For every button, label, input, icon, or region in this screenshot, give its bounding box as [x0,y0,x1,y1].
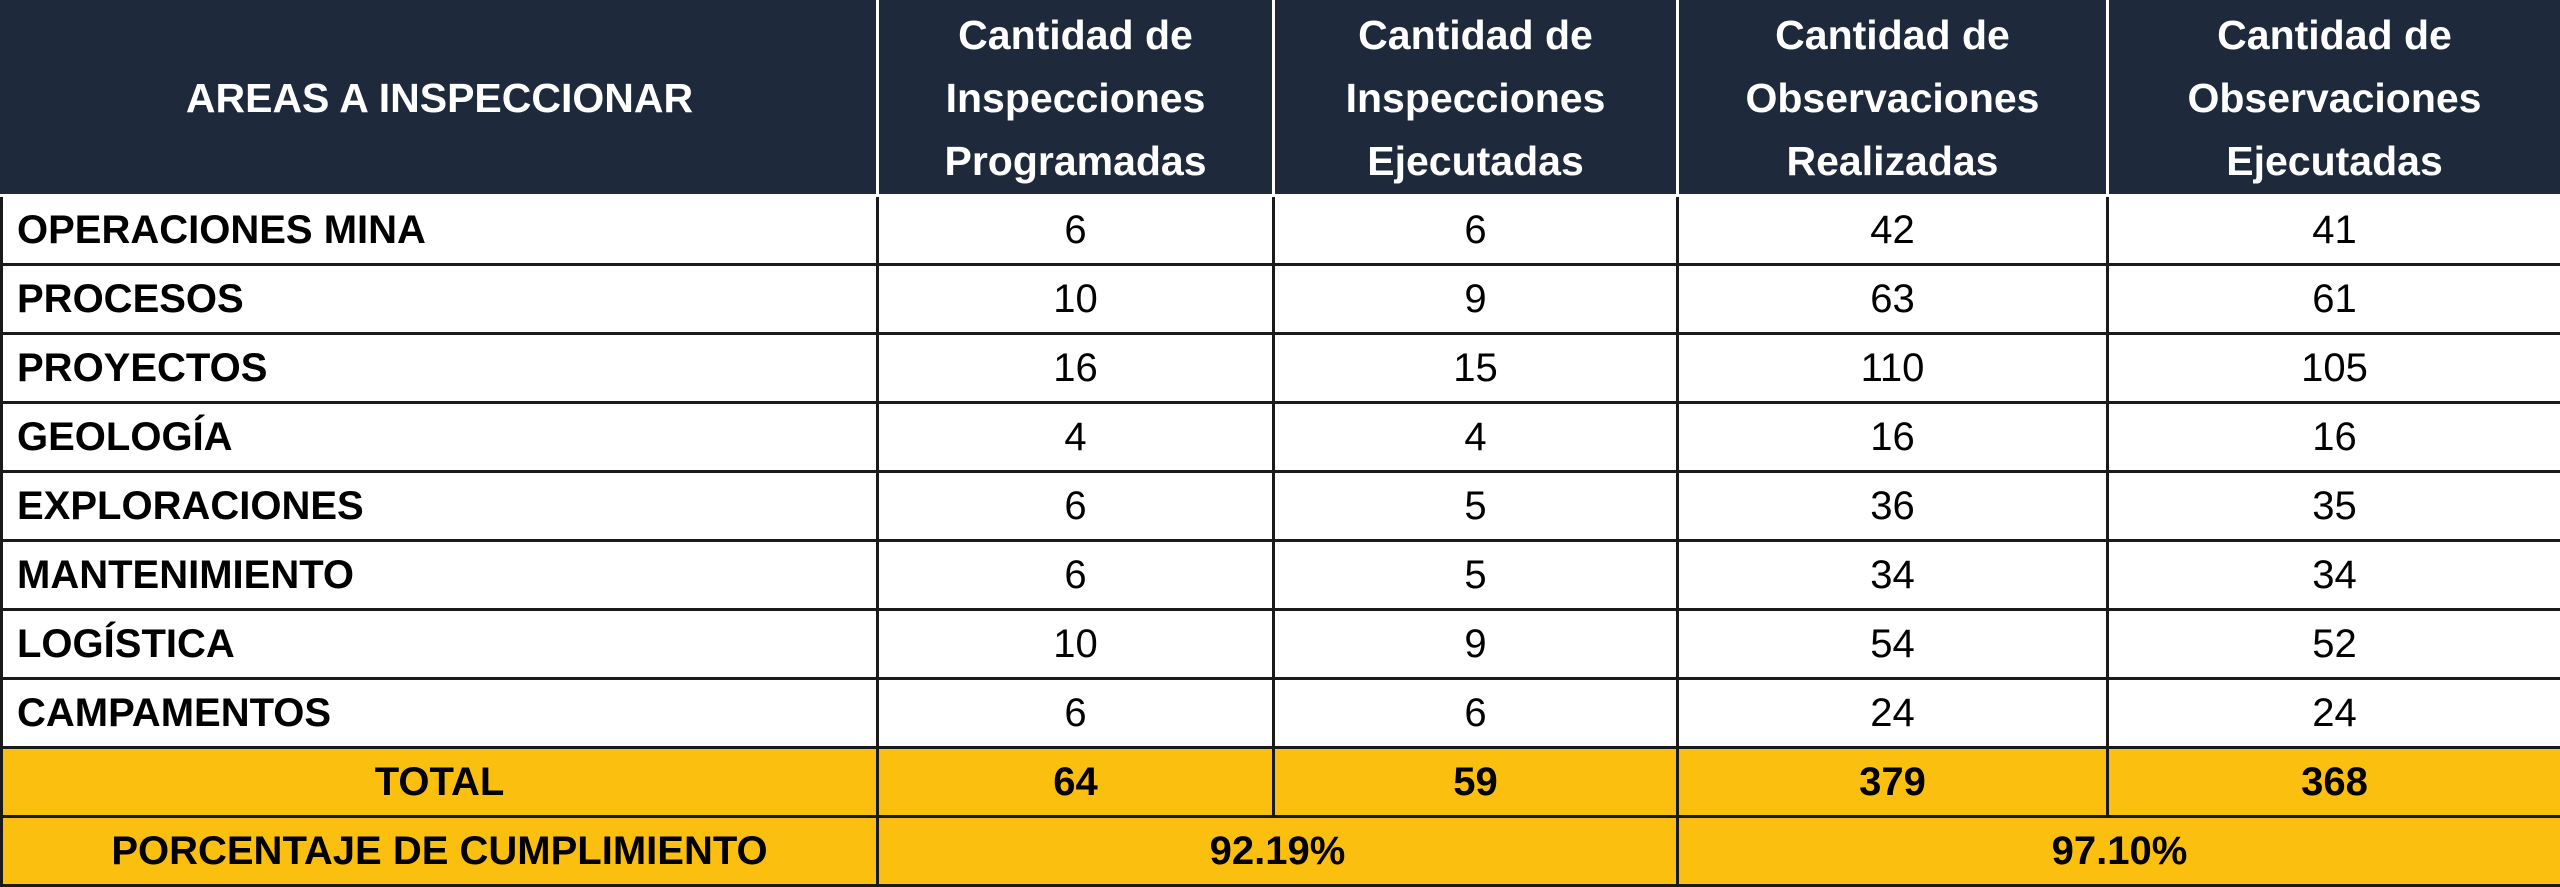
header-line: Cantidad de [2109,4,2560,67]
observations-made-cell: 110 [1678,334,2108,403]
inspection-compliance-value: 92.19% [878,817,1678,886]
inspections-programmed-cell: 6 [878,679,1274,748]
header-observations-executed: Cantidad de Observaciones Ejecutadas [2108,2,2560,196]
header-line: Ejecutadas [2109,130,2560,193]
area-name: MANTENIMIENTO [2,541,878,610]
observations-made-cell: 54 [1678,610,2108,679]
header-line: Programadas [879,130,1272,193]
observations-made-cell: 63 [1678,265,2108,334]
observations-made-cell: 34 [1678,541,2108,610]
observations-executed-cell: 105 [2108,334,2560,403]
observations-executed-cell: 16 [2108,403,2560,472]
observations-executed-cell: 35 [2108,472,2560,541]
header-line: Cantidad de [879,4,1272,67]
compliance-row: PORCENTAJE DE CUMPLIMIENTO 92.19% 97.10% [2,817,2560,886]
total-observations-executed: 368 [2108,748,2560,817]
inspections-executed-cell: 4 [1274,403,1678,472]
table-row: GEOLOGÍA 4 4 16 16 [2,403,2560,472]
inspections-programmed-cell: 6 [878,472,1274,541]
inspection-compliance-text: 92.19% [1210,829,1346,873]
inspections-programmed-cell: 6 [878,541,1274,610]
header-inspections-programmed: Cantidad de Inspecciones Programadas [878,2,1274,196]
compliance-label: PORCENTAJE DE CUMPLIMIENTO [2,817,878,886]
header-observations-made: Cantidad de Observaciones Realizadas [1678,2,2108,196]
area-name: GEOLOGÍA [2,403,878,472]
area-name: CAMPAMENTOS [2,679,878,748]
inspections-programmed-cell: 4 [878,403,1274,472]
area-name: PROYECTOS [2,334,878,403]
observations-executed-cell: 24 [2108,679,2560,748]
observations-made-cell: 16 [1678,403,2108,472]
header-line: Inspecciones [1275,67,1676,130]
total-inspections-executed: 59 [1274,748,1678,817]
total-inspections-programmed: 64 [878,748,1274,817]
observations-executed-cell: 41 [2108,196,2560,265]
observations-made-cell: 42 [1678,196,2108,265]
header-area: AREAS A INSPECCIONAR [2,2,878,196]
header-line: Observaciones [1679,67,2106,130]
observations-made-cell: 36 [1678,472,2108,541]
header-line: Realizadas [1679,130,2106,193]
observations-executed-cell: 34 [2108,541,2560,610]
total-row: TOTAL 64 59 379 368 [2,748,2560,817]
table-row: PROYECTOS 16 15 110 105 [2,334,2560,403]
area-name: LOGÍSTICA [2,610,878,679]
inspections-executed-cell: 5 [1274,541,1678,610]
inspections-executed-cell: 9 [1274,610,1678,679]
header-inspections-executed: Cantidad de Inspecciones Ejecutadas [1274,2,1678,196]
header-line: Ejecutadas [1275,130,1676,193]
table-row: PROCESOS 10 9 63 61 [2,265,2560,334]
inspections-executed-cell: 6 [1274,196,1678,265]
header-line: Observaciones [2109,67,2560,130]
inspections-executed-cell: 15 [1274,334,1678,403]
inspections-executed-cell: 9 [1274,265,1678,334]
table-header-row: AREAS A INSPECCIONAR Cantidad de Inspecc… [2,2,2560,196]
table-row: LOGÍSTICA 10 9 54 52 [2,610,2560,679]
inspections-programmed-cell: 6 [878,196,1274,265]
inspections-programmed-cell: 16 [878,334,1274,403]
inspections-programmed-cell: 10 [878,265,1274,334]
inspections-executed-cell: 5 [1274,472,1678,541]
observation-compliance-value: 97.10% [1678,817,2560,886]
table-row: EXPLORACIONES 6 5 36 35 [2,472,2560,541]
observations-made-cell: 24 [1678,679,2108,748]
observations-executed-cell: 52 [2108,610,2560,679]
inspections-executed-cell: 6 [1274,679,1678,748]
observations-executed-cell: 61 [2108,265,2560,334]
area-name: PROCESOS [2,265,878,334]
header-line: Cantidad de [1679,4,2106,67]
inspections-programmed-cell: 10 [878,610,1274,679]
total-observations-made: 379 [1678,748,2108,817]
area-name: EXPLORACIONES [2,472,878,541]
table-row: OPERACIONES MINA 6 6 42 41 [2,196,2560,265]
table-row: MANTENIMIENTO 6 5 34 34 [2,541,2560,610]
header-line: Cantidad de [1275,4,1676,67]
table-row: CAMPAMENTOS 6 6 24 24 [2,679,2560,748]
area-name: OPERACIONES MINA [2,196,878,265]
header-line: Inspecciones [879,67,1272,130]
observation-compliance-text: 97.10% [2052,829,2188,873]
total-label: TOTAL [2,748,878,817]
